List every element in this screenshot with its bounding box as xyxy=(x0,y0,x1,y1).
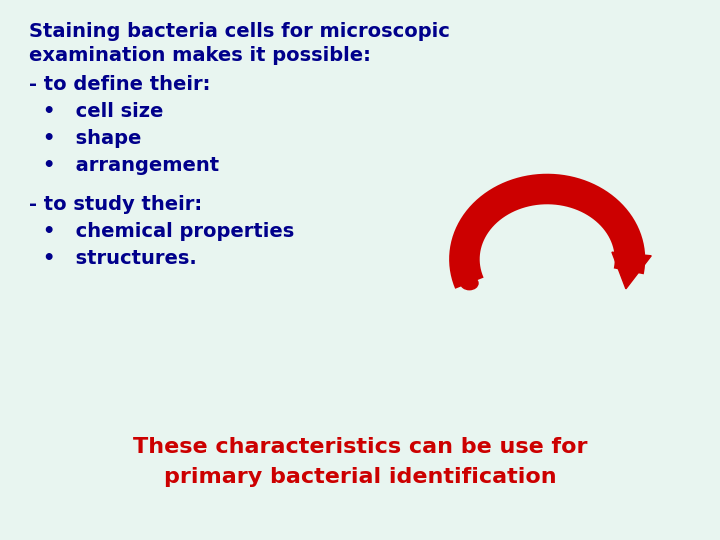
Text: •   structures.: • structures. xyxy=(43,249,197,268)
Text: Staining bacteria cells for microscopic: Staining bacteria cells for microscopic xyxy=(29,22,450,40)
Text: •   shape: • shape xyxy=(43,129,142,147)
Text: examination makes it possible:: examination makes it possible: xyxy=(29,46,371,65)
Text: •   chemical properties: • chemical properties xyxy=(43,222,294,241)
Text: •   cell size: • cell size xyxy=(43,102,163,120)
Text: primary bacterial identification: primary bacterial identification xyxy=(163,467,557,487)
Text: These characteristics can be use for: These characteristics can be use for xyxy=(132,437,588,457)
Text: •   arrangement: • arrangement xyxy=(43,156,220,174)
Polygon shape xyxy=(612,252,652,289)
Circle shape xyxy=(461,276,478,289)
Text: - to study their:: - to study their: xyxy=(29,195,202,214)
Text: - to define their:: - to define their: xyxy=(29,75,210,93)
